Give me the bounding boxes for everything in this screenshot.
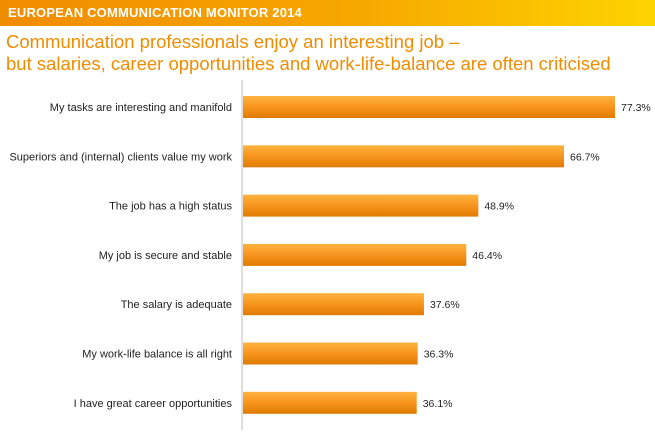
value-label: 36.3% xyxy=(424,349,454,361)
category-label: My work-life balance is all right xyxy=(82,349,232,361)
value-label: 46.4% xyxy=(472,250,502,262)
bar xyxy=(243,342,418,365)
bar xyxy=(243,293,424,316)
bar xyxy=(243,391,417,414)
banner-title: EUROPEAN COMMUNICATION MONITOR 2014 xyxy=(8,5,302,20)
chart-title-line1: Communication professionals enjoy an int… xyxy=(6,31,460,52)
bar-group: My tasks are interesting and manifold 77.… xyxy=(9,96,651,414)
bar xyxy=(243,96,615,118)
bar xyxy=(243,145,564,168)
chart-title: Communication professionals enjoy an int… xyxy=(6,31,651,75)
value-label: 48.9% xyxy=(484,201,514,213)
value-label: 77.3% xyxy=(621,102,651,114)
value-label: 37.6% xyxy=(430,299,460,311)
chart-title-line2: but salaries, career opportunities and w… xyxy=(6,53,611,74)
category-label: My job is secure and stable xyxy=(99,250,232,262)
value-label: 36.1% xyxy=(423,398,453,410)
bar xyxy=(243,243,467,266)
category-label: Superiors and (internal) clients value m… xyxy=(9,151,232,163)
category-label: I have great career opportunities xyxy=(74,398,233,410)
value-label: 66.7% xyxy=(570,151,600,163)
category-label: The job has a high status xyxy=(109,201,232,213)
bar xyxy=(243,194,479,217)
bar-chart: My tasks are interesting and manifold 77.… xyxy=(9,80,651,430)
header-banner: EUROPEAN COMMUNICATION MONITOR 2014 xyxy=(0,0,655,26)
category-label: The salary is adequate xyxy=(121,299,232,311)
category-label: My tasks are interesting and manifold xyxy=(50,102,232,114)
